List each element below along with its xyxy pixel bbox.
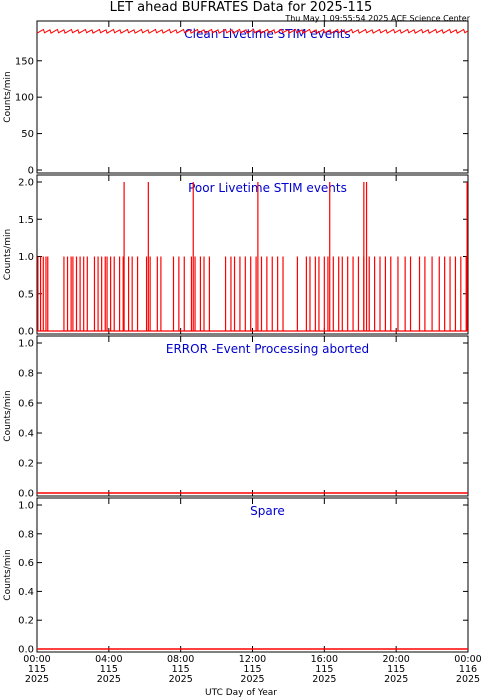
panel-3: 0.0 0.2 0.4 0.6 0.8 1.0 Counts/min ERROR -Event… (3, 335, 469, 500)
timestamp-label: Thu May 1 09:55:54 2025 ACE Science Cent… (285, 14, 470, 23)
panel-frame (36, 497, 469, 653)
x-tick-label: 115 (243, 664, 261, 675)
panel-2: 0.0 0.5 1.0 1.5 2.0 Counts/min Poor Livetime S… (3, 174, 469, 338)
x-tick-label: 08:00 (167, 654, 194, 665)
y-tick-label: 0.2 (18, 459, 34, 470)
x-tick-label: 2025 (384, 674, 408, 685)
y-tick-label: 150 (15, 56, 34, 67)
y-tick-label: 0.0 (18, 327, 34, 338)
x-tick-label: 20:00 (382, 654, 409, 665)
x-tick-label: 115 (172, 664, 190, 675)
x-tick-label: 2025 (97, 674, 121, 685)
y-tick-label: 0.4 (18, 587, 34, 598)
x-tick-label: 115 (387, 664, 405, 675)
y-tick-label: 0 (28, 166, 34, 177)
y-tick-label: 0.4 (18, 429, 34, 440)
y-tick-label: 0.0 (18, 489, 34, 500)
y-tick-label: 0.2 (18, 616, 34, 627)
x-tick-label: 2025 (456, 674, 480, 685)
y-tick-label: 0.5 (18, 289, 34, 300)
chart-title: LET ahead BUFRATES Data for 2025-115 (109, 0, 373, 15)
x-tick-label: 16:00 (311, 654, 338, 665)
y-tick-label: 1.5 (18, 215, 34, 226)
y-tick-label: 2.0 (18, 178, 34, 189)
x-tick-label: 00:00 (23, 654, 50, 665)
panel-label: Poor Livetime STIM events (188, 181, 347, 195)
x-axis-label: UTC Day of Year (205, 688, 277, 698)
y-tick-label: 1.0 (18, 501, 34, 512)
panel-4: 0.0 0.2 0.4 0.6 0.8 1.0 Counts/min Spare (3, 497, 469, 656)
x-tick-label: 12:00 (239, 654, 266, 665)
x-tick-label: 2025 (169, 674, 193, 685)
panel-label: Spare (250, 504, 285, 518)
y-axis-label: Counts/min (3, 229, 13, 280)
y-axis-label: Counts/min (3, 390, 13, 441)
y-tick-label: 50 (21, 129, 34, 140)
y-tick-label: 0.6 (18, 399, 34, 410)
panel-label: ERROR -Event Processing aborted (166, 342, 369, 356)
data-series-line (36, 28, 469, 34)
y-tick-label: 1.0 (18, 252, 34, 263)
x-tick-label: 00:00 (454, 654, 481, 665)
y-tick-label: 0.8 (18, 529, 34, 540)
x-tick-label: 115 (100, 664, 118, 675)
x-tick-label: 116 (459, 664, 477, 675)
x-tick-label: 115 (315, 664, 333, 675)
y-axis-label: Counts/min (3, 71, 13, 122)
y-tick-label: 0.8 (18, 369, 34, 380)
x-tick-label: 2025 (25, 674, 49, 685)
panel-frame (36, 20, 469, 174)
x-tick-label: 04:00 (95, 654, 122, 665)
y-tick-label: 100 (15, 93, 34, 104)
y-tick-label: 0.0 (18, 645, 34, 656)
y-tick-label: 1.0 (18, 339, 34, 350)
x-tick-label: 2025 (312, 674, 336, 685)
panel-frame (36, 335, 469, 497)
x-tick-label: 115 (28, 664, 46, 675)
x-tick-label: 2025 (240, 674, 264, 685)
y-axis-label: Counts/min (3, 549, 13, 600)
y-tick-label: 0.6 (18, 558, 34, 569)
